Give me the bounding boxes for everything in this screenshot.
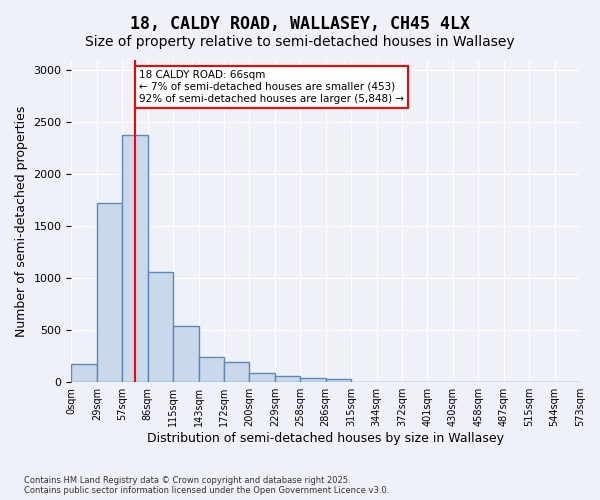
Bar	[97, 204, 122, 382]
Y-axis label: Number of semi-detached properties: Number of semi-detached properties	[15, 106, 28, 337]
Text: 18, CALDY ROAD, WALLASEY, CH45 4LX: 18, CALDY ROAD, WALLASEY, CH45 4LX	[130, 15, 470, 33]
Bar	[122, 135, 148, 382]
Text: Contains HM Land Registry data © Crown copyright and database right 2025.
Contai: Contains HM Land Registry data © Crown c…	[24, 476, 389, 495]
Bar	[71, 364, 97, 382]
Bar	[173, 326, 199, 382]
Bar	[326, 379, 351, 382]
Bar	[300, 378, 326, 382]
Bar	[275, 376, 300, 382]
Text: 18 CALDY ROAD: 66sqm
← 7% of semi-detached houses are smaller (453)
92% of semi-: 18 CALDY ROAD: 66sqm ← 7% of semi-detach…	[139, 70, 404, 104]
Bar	[148, 272, 173, 382]
Bar	[224, 362, 250, 382]
X-axis label: Distribution of semi-detached houses by size in Wallasey: Distribution of semi-detached houses by …	[147, 432, 504, 445]
Bar	[250, 373, 275, 382]
Bar	[199, 358, 224, 382]
Text: Size of property relative to semi-detached houses in Wallasey: Size of property relative to semi-detach…	[85, 35, 515, 49]
